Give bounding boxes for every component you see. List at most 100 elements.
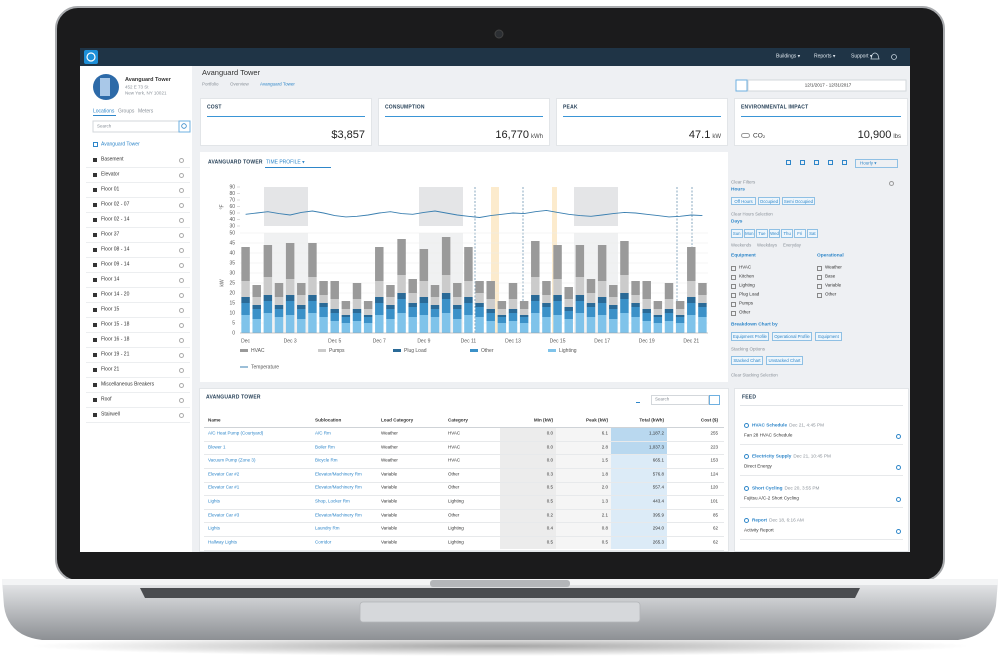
- calendar-button[interactable]: [735, 79, 748, 92]
- day-group[interactable]: Weekdays: [757, 242, 777, 248]
- checkbox[interactable]: [731, 301, 736, 307]
- download-icon[interactable]: [636, 397, 640, 403]
- link-cell[interactable]: Elevator/Machinery Rm: [315, 484, 362, 490]
- checkbox[interactable]: [817, 292, 822, 298]
- checkbox[interactable]: [731, 265, 736, 271]
- checkbox[interactable]: [731, 292, 736, 298]
- info-icon[interactable]: [889, 181, 894, 186]
- toolbar-icon[interactable]: [800, 160, 805, 165]
- feed-item-title[interactable]: Electricity Supply: [752, 453, 792, 459]
- day-button[interactable]: Wed: [768, 229, 781, 238]
- tree-item[interactable]: Floor 21: [101, 366, 120, 373]
- hour-button[interactable]: Occupied: [758, 197, 780, 205]
- clear-stacking[interactable]: Clear Stacking Selection: [731, 372, 778, 378]
- link-cell[interactable]: Corridor: [315, 539, 332, 545]
- column-header[interactable]: Peak (kW): [586, 417, 608, 423]
- column-header[interactable]: Name: [208, 417, 221, 423]
- toolbar-icon[interactable]: [786, 160, 791, 165]
- clear-hours[interactable]: Clear Hours Selection: [731, 211, 773, 217]
- feed-item-title[interactable]: HVAC Schedule: [752, 422, 788, 428]
- tree-item[interactable]: Floor 15 - 18: [101, 321, 130, 328]
- tree-item[interactable]: Floor 37: [101, 231, 120, 238]
- search-button[interactable]: [178, 120, 191, 133]
- tree-item[interactable]: Floor 01: [101, 186, 120, 193]
- breakdown-button[interactable]: Equipment Profile: [731, 332, 769, 341]
- breakdown-button[interactable]: Equipment: [815, 332, 842, 341]
- interval-label[interactable]: Hourly: [860, 160, 877, 166]
- item-toggle[interactable]: [179, 382, 184, 388]
- item-toggle[interactable]: [179, 262, 184, 268]
- day-group[interactable]: Weekends: [731, 242, 752, 248]
- column-header[interactable]: Total (kWh): [639, 417, 664, 423]
- item-toggle[interactable]: [179, 202, 184, 208]
- nav-item[interactable]: Buildings: [776, 54, 800, 60]
- checkbox[interactable]: [817, 274, 822, 280]
- tree-item[interactable]: Floor 09 - 14: [101, 261, 130, 268]
- nav-item[interactable]: Support: [851, 54, 872, 60]
- day-button[interactable]: Thu: [781, 229, 793, 238]
- sidebar-tab[interactable]: Groups: [118, 108, 135, 115]
- user-icon[interactable]: [891, 54, 897, 60]
- tree-item[interactable]: Floor 14: [101, 276, 120, 283]
- feed-item-title[interactable]: Report: [752, 517, 768, 523]
- item-toggle[interactable]: [179, 337, 184, 343]
- item-toggle[interactable]: [179, 352, 184, 358]
- column-header[interactable]: Load Category: [381, 417, 414, 423]
- nav-item[interactable]: Reports: [814, 54, 835, 60]
- tree-item[interactable]: Basement: [101, 156, 124, 163]
- date-range[interactable]: 12/1/2017 - 12/31/2017: [804, 82, 852, 88]
- hour-button[interactable]: Semi Occupied: [782, 197, 815, 205]
- feed-action[interactable]: [896, 497, 901, 502]
- toolbar-icon[interactable]: [828, 160, 833, 165]
- toolbar-icon[interactable]: [814, 160, 819, 165]
- bell-icon[interactable]: [870, 52, 880, 60]
- column-header[interactable]: Sublocation: [315, 417, 342, 423]
- day-button[interactable]: Sun: [731, 229, 743, 238]
- column-header[interactable]: Cost ($): [700, 417, 718, 423]
- tree-item[interactable]: Floor 14 - 20: [101, 291, 130, 298]
- feed-action[interactable]: [896, 434, 901, 439]
- checkbox[interactable]: [731, 283, 736, 289]
- tree-item[interactable]: Miscellaneous Breakers: [101, 381, 155, 388]
- breakdown-button[interactable]: Operational Profile: [772, 332, 812, 341]
- day-button[interactable]: Sat: [806, 229, 819, 238]
- item-toggle[interactable]: [179, 187, 184, 193]
- link-cell[interactable]: Vacuum Pump (Zone 3): [208, 457, 256, 463]
- link-cell[interactable]: Shop, Locker Rm: [315, 498, 350, 504]
- link-cell[interactable]: Elevator Car #3: [208, 512, 240, 518]
- tree-item[interactable]: Roof: [101, 396, 112, 403]
- column-header[interactable]: Min (kW): [533, 417, 553, 423]
- link-cell[interactable]: Elevator/Machinery Rm: [315, 512, 362, 518]
- item-toggle[interactable]: [179, 367, 184, 373]
- checkbox[interactable]: [731, 274, 736, 280]
- item-toggle[interactable]: [179, 172, 184, 178]
- link-cell[interactable]: Blower 1: [208, 444, 226, 450]
- link-cell[interactable]: Elevator Car #2: [208, 471, 240, 477]
- link-cell[interactable]: Elevator/Machinery Rm: [315, 471, 362, 477]
- item-toggle[interactable]: [179, 292, 184, 298]
- tree-item[interactable]: Floor 02 - 07: [101, 201, 130, 208]
- day-button[interactable]: Mon: [743, 229, 756, 238]
- link-cell[interactable]: Bicycle Rm: [315, 457, 338, 463]
- tree-item[interactable]: Floor 16 - 18: [101, 336, 130, 343]
- table-search-button[interactable]: [709, 395, 720, 405]
- link-cell[interactable]: Boiler Rm: [315, 444, 335, 450]
- link-cell[interactable]: A/C Rm: [315, 430, 331, 436]
- item-toggle[interactable]: [179, 277, 184, 283]
- hour-button[interactable]: Off Hours: [731, 197, 756, 205]
- checkbox[interactable]: [817, 283, 822, 289]
- item-toggle[interactable]: [179, 397, 184, 403]
- item-toggle[interactable]: [179, 307, 184, 313]
- tree-item[interactable]: Stairwell: [101, 411, 120, 418]
- tree-item[interactable]: Floor 08 - 14: [101, 246, 130, 253]
- link-cell[interactable]: Hallway Lights: [208, 539, 238, 545]
- day-group[interactable]: Everyday: [783, 242, 801, 248]
- tree-item[interactable]: Floor 15: [101, 306, 120, 313]
- item-toggle[interactable]: [179, 247, 184, 253]
- feed-item-title[interactable]: Short Cycling: [752, 485, 783, 491]
- sidebar-tab[interactable]: Meters: [138, 108, 154, 115]
- breadcrumb[interactable]: Portfolio: [202, 81, 219, 87]
- item-toggle[interactable]: [179, 232, 184, 238]
- day-button[interactable]: Fri: [794, 229, 806, 238]
- view-dropdown[interactable]: TIME PROFILE: [266, 160, 305, 166]
